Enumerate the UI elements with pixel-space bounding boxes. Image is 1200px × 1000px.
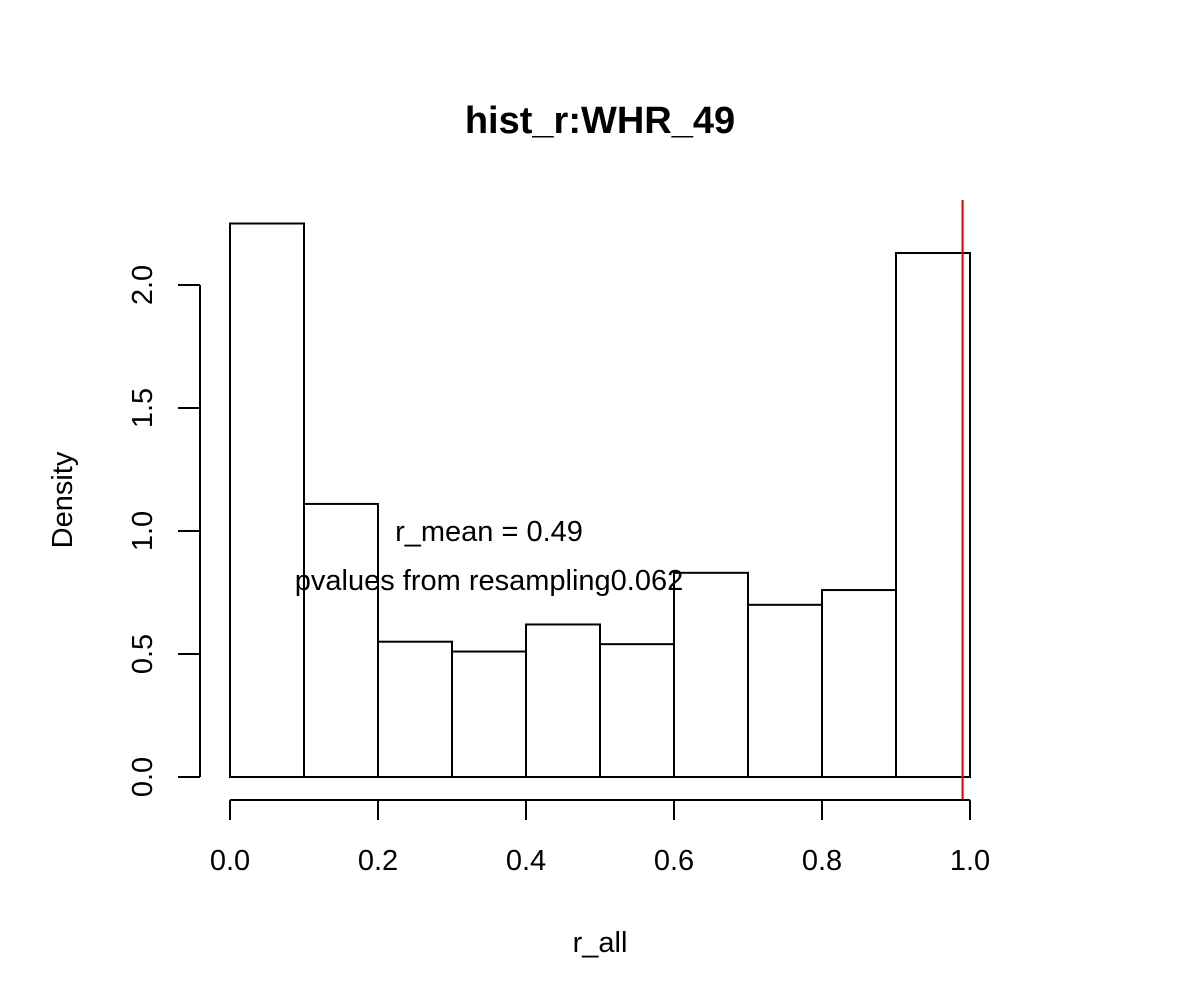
histogram-bar xyxy=(303,502,379,778)
histogram-bar xyxy=(821,589,897,778)
y-axis-label: Density xyxy=(47,451,79,548)
histogram-bar xyxy=(673,571,749,778)
y-tick-label: 2.0 xyxy=(127,265,159,305)
x-axis: 0.0 0.2 0.4 0.6 0.8 1.0 xyxy=(210,799,990,877)
x-tick-label: 0.0 xyxy=(210,845,250,877)
x-axis-label: r_all xyxy=(573,927,628,959)
x-tick-label: 0.6 xyxy=(654,845,694,877)
histogram-bar xyxy=(525,623,601,778)
histogram-bar xyxy=(229,222,305,778)
annotation-text: pvalues from resampling0.062 xyxy=(295,565,683,597)
histogram-bar xyxy=(377,640,453,779)
histogram-bar xyxy=(747,603,823,778)
y-axis: 0.0 0.5 1.0 1.5 2.0 xyxy=(127,265,201,797)
chart-title: hist_r:WHR_49 xyxy=(465,100,735,142)
x-tick-label: 0.8 xyxy=(802,845,842,877)
histogram-bar xyxy=(895,252,971,778)
annotations: r_mean = 0.49 pvalues from resampling0.06… xyxy=(295,516,683,597)
y-tick-label: 1.5 xyxy=(127,388,159,428)
y-tick-label: 1.0 xyxy=(127,511,159,551)
x-tick-label: 1.0 xyxy=(950,845,990,877)
y-tick-label: 0.0 xyxy=(127,757,159,797)
annotation-text: r_mean = 0.49 xyxy=(395,516,583,548)
histogram-bar xyxy=(451,650,527,778)
histogram-bars xyxy=(229,222,971,779)
x-tick-label: 0.4 xyxy=(506,845,546,877)
histogram-bar xyxy=(599,643,675,778)
x-tick-label: 0.2 xyxy=(358,845,398,877)
y-tick-label: 0.5 xyxy=(127,634,159,674)
